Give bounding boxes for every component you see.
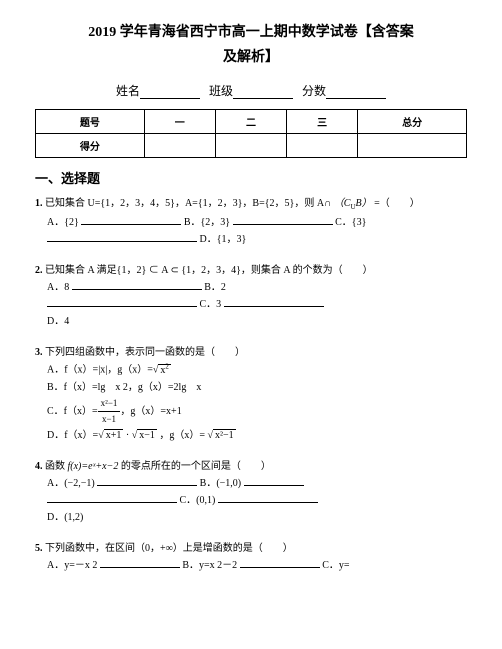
th-1: 一	[144, 110, 215, 134]
blank	[100, 558, 180, 568]
q3-optD-post: ，g（x）=	[159, 430, 205, 441]
blank	[97, 476, 197, 486]
blank	[244, 476, 304, 486]
q2-optD: D．4	[47, 316, 69, 327]
q3-optC-pre: C．f（x）=	[47, 406, 98, 417]
name-blank	[140, 85, 200, 99]
td-2	[215, 134, 286, 158]
q5-options: A．y=－x 2 B．y=x 2－2 C．y=	[35, 557, 467, 574]
q5-optA: A．y=－x 2	[47, 560, 97, 571]
class-label: 班级	[209, 84, 233, 98]
q1-options: A．{2} B．{2，3} C．{3} D．{1，3}	[35, 214, 467, 248]
exam-title: 2019 学年青海省西宁市高一上期中数学试卷【含答案 及解析】	[35, 20, 467, 70]
sqrt: x−1	[137, 429, 157, 441]
section1-title: 一、选择题	[35, 168, 467, 187]
q1-optC: C．{3}	[335, 217, 366, 228]
q4-optA: A．(−2,−1)	[47, 478, 95, 489]
question-4: 4. 函数 f(x)=eˣ+x−2 的零点所在的一个区间是（ ） A．(−2,−…	[35, 458, 467, 526]
info-line: 姓名 班级 分数	[35, 82, 467, 99]
q1-num: 1.	[35, 198, 43, 209]
score-label: 分数	[302, 84, 326, 98]
q4-text-post: 的零点所在的一个区间是（ ）	[121, 461, 271, 472]
blank	[72, 280, 202, 290]
blank	[81, 215, 181, 225]
q3-optB: B．f（x）=lg x 2，g（x）=2lg x	[47, 382, 201, 393]
td-label: 得分	[36, 134, 145, 158]
q4-options: A．(−2,−1) B．(−1,0) C．(0,1) D．(1,2)	[35, 475, 467, 526]
score-table: 题号 一 二 三 总分 得分	[35, 109, 467, 158]
q5-text: 下列函数中，在区间（0，+∞）上是增函数的是（ ）	[45, 543, 293, 554]
q2-optB: B．2	[204, 282, 226, 293]
q4-num: 4.	[35, 461, 43, 472]
q5-optB: B．y=x 2－2	[182, 560, 237, 571]
q4-optC: C．(0,1)	[180, 495, 216, 506]
blank	[47, 297, 197, 307]
q4-text-pre: 函数	[45, 461, 65, 472]
class-blank	[233, 85, 293, 99]
td-1	[144, 134, 215, 158]
th-num: 题号	[36, 110, 145, 134]
th-total: 总分	[358, 110, 467, 134]
q4-optB: B．(−1,0)	[200, 478, 241, 489]
q5-optC: C．y=	[322, 560, 349, 571]
q2-options: A．8 B．2 C．3 D．4	[35, 279, 467, 330]
q1-optB: B．{2，3}	[184, 217, 230, 228]
q3-optA-sqrt: x2	[158, 364, 171, 376]
q3-optC-post: ，g（x）=x+1	[120, 406, 181, 417]
th-3: 三	[287, 110, 358, 134]
q1-text: 已知集合 U={1，2，3，4，5}，A={1，2，3}，B={2，5}，则 A…	[45, 198, 331, 209]
question-5: 5. 下列函数中，在区间（0，+∞）上是增函数的是（ ） A．y=－x 2 B．…	[35, 540, 467, 574]
blank	[240, 558, 320, 568]
q3-options: A．f（x）=|x|，g（x）=√x2 B．f（x）=lg x 2，g（x）=2…	[35, 361, 467, 444]
q1-cub: （C	[334, 198, 351, 209]
table-header-row: 题号 一 二 三 总分	[36, 110, 467, 134]
name-label: 姓名	[116, 84, 140, 98]
q3-text: 下列四组函数中，表示同一函数的是（ ）	[45, 347, 245, 358]
sqrt: x+1	[104, 429, 124, 441]
q1-tail: =（ ）	[374, 198, 420, 209]
q1-cub2: B）	[356, 198, 372, 209]
q4-optD: D．(1,2)	[47, 512, 83, 523]
q3-optD-pre: D．f（x）=	[47, 430, 98, 441]
blank	[47, 493, 177, 503]
score-blank	[326, 85, 386, 99]
blank	[233, 215, 333, 225]
blank	[47, 232, 197, 242]
q2-text: 已知集合 A 满足{1，2} ⊂ A ⊂ {1，2，3，4}，则集合 A 的个数…	[45, 265, 373, 276]
q2-optC: C．3	[200, 299, 222, 310]
q1-optD: D．{1，3}	[200, 234, 247, 245]
question-1: 1. 已知集合 U={1，2，3，4，5}，A={1，2，3}，B={2，5}，…	[35, 195, 467, 248]
q3-optA-pre: A．f（x）=|x|，g（x）=	[47, 365, 153, 376]
table-score-row: 得分	[36, 134, 467, 158]
sqrt: x²−1	[213, 429, 236, 441]
th-2: 二	[215, 110, 286, 134]
q3-frac: x²−1x−1	[98, 396, 121, 428]
q3-num: 3.	[35, 347, 43, 358]
title-line1: 2019 学年青海省西宁市高一上期中数学试卷【含答案	[88, 25, 414, 40]
title-line2: 及解析】	[223, 50, 279, 65]
q2-num: 2.	[35, 265, 43, 276]
q4-formula: f(x)=eˣ+x−2	[68, 461, 119, 472]
q3-optD-mid: ·	[126, 430, 129, 441]
question-3: 3. 下列四组函数中，表示同一函数的是（ ） A．f（x）=|x|，g（x）=√…	[35, 344, 467, 444]
blank	[218, 493, 318, 503]
td-total	[358, 134, 467, 158]
blank	[224, 297, 324, 307]
td-3	[287, 134, 358, 158]
q2-optA: A．8	[47, 282, 69, 293]
question-2: 2. 已知集合 A 满足{1，2} ⊂ A ⊂ {1，2，3，4}，则集合 A …	[35, 262, 467, 330]
q5-num: 5.	[35, 543, 43, 554]
q1-optA: A．{2}	[47, 217, 79, 228]
